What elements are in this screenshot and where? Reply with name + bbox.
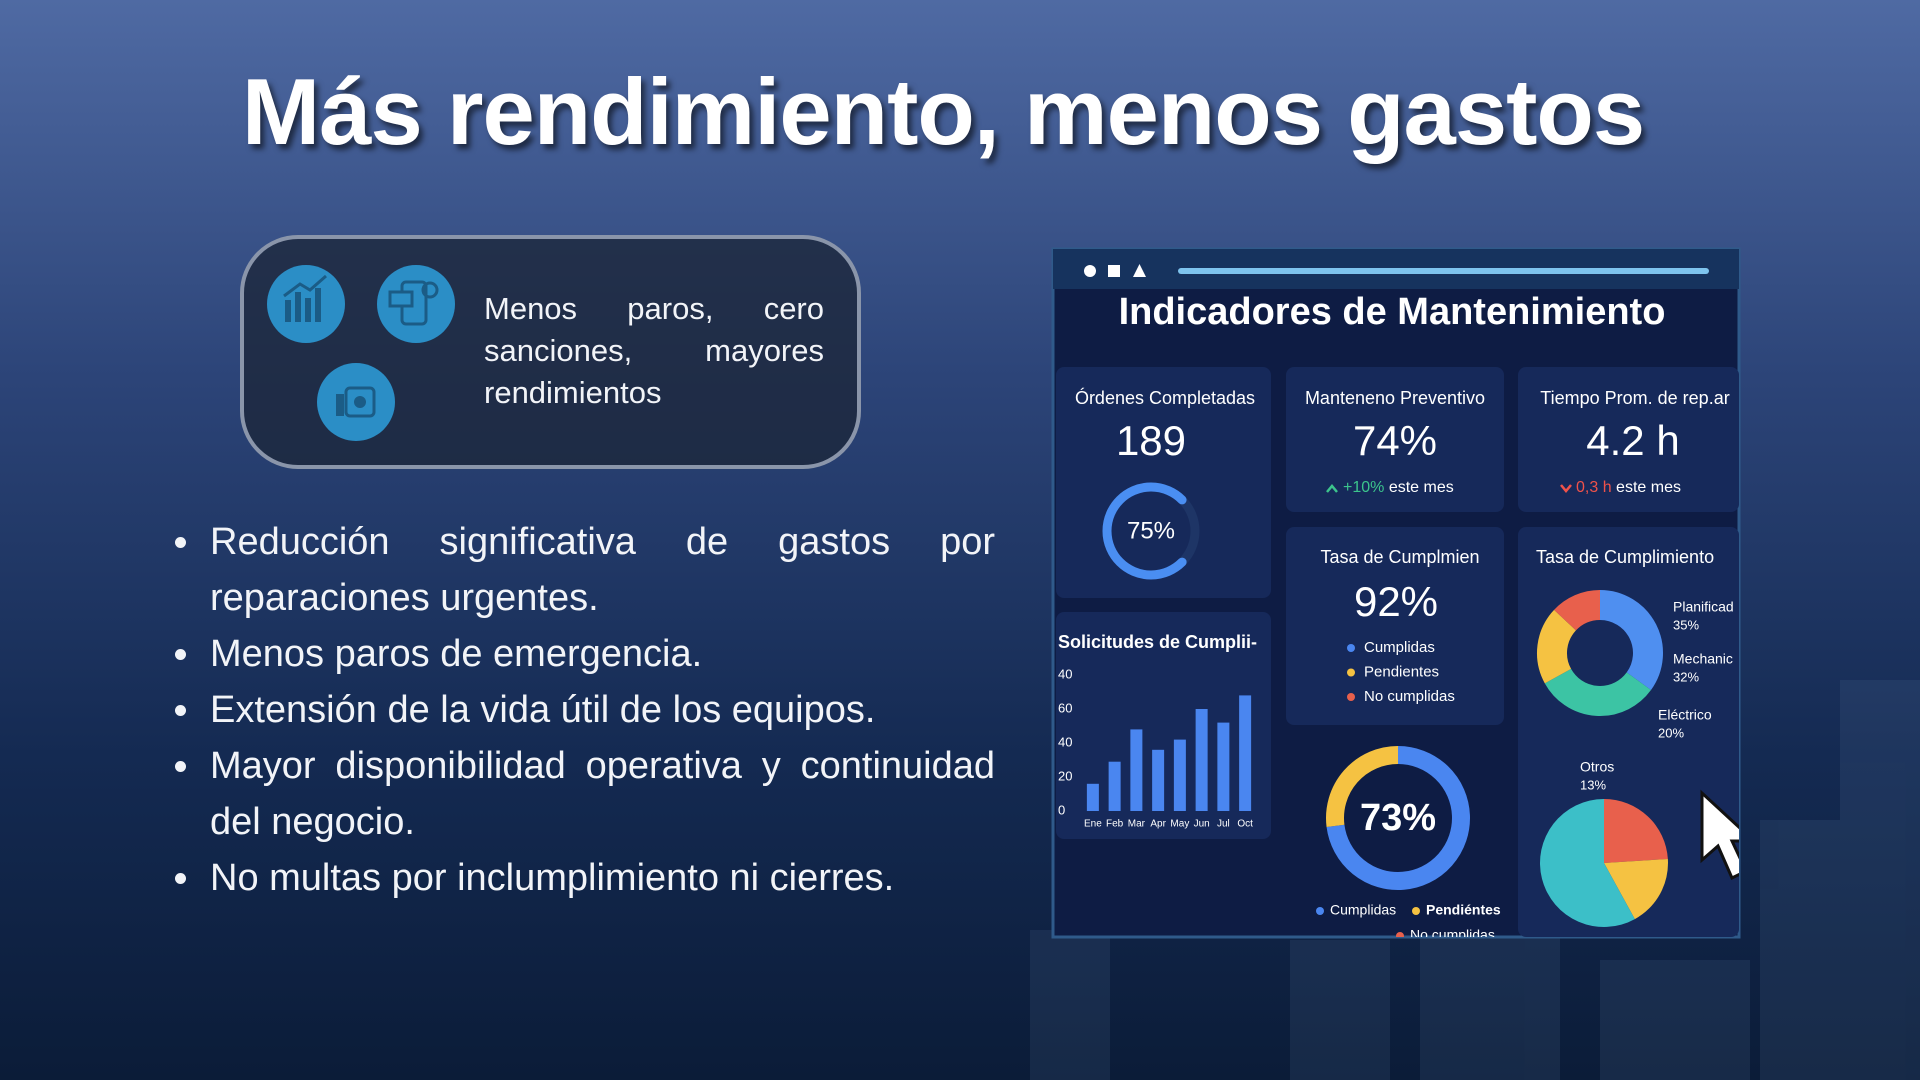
breakdown-label: Mechanic xyxy=(1673,651,1733,667)
y-tick-label: 20 xyxy=(1058,768,1072,783)
bullet: Extensión de la vida útil de los equipos… xyxy=(204,682,995,738)
y-tick-label: 40 xyxy=(1058,666,1072,681)
change-note: este mes xyxy=(1389,479,1454,496)
up-arrow xyxy=(1326,484,1338,493)
donut-segment xyxy=(1544,668,1651,716)
breakdown-label: Planificad xyxy=(1673,599,1734,615)
card-title: Tiempo Prom. de rep.ar xyxy=(1540,388,1729,408)
change-value: +10% xyxy=(1343,479,1384,496)
bar xyxy=(1173,739,1186,811)
bar xyxy=(1217,722,1230,811)
legend-label: Cumplidas xyxy=(1364,639,1435,656)
bullet-list: Reducción significativa de gastos por re… xyxy=(168,514,995,906)
legend-dot xyxy=(1347,668,1355,677)
down-arrow xyxy=(1560,484,1572,493)
donut-segment xyxy=(1554,590,1601,632)
bar xyxy=(1195,709,1208,811)
x-tick-label: Jul xyxy=(1217,819,1230,830)
legend-label: No cumplidas xyxy=(1410,927,1495,943)
bar xyxy=(1130,729,1143,811)
x-tick-label: Mar xyxy=(1128,819,1146,830)
callout-text: Menos paros, cero sanciones, mayores ren… xyxy=(484,291,824,410)
bullet: Menos paros de emergencia. xyxy=(204,626,995,682)
breakdown-value: 35% xyxy=(1673,617,1699,632)
bullet: Mayor disponibilidad operativa y continu… xyxy=(204,738,995,850)
card-change: +10% este mes xyxy=(1343,479,1454,496)
legend-label: Cumplidas xyxy=(1330,902,1396,918)
donut-segment xyxy=(1599,590,1663,691)
bar xyxy=(1152,749,1165,811)
gauge-label: 75% xyxy=(1127,517,1175,544)
change-note: este mes xyxy=(1616,479,1681,496)
y-tick-label: 60 xyxy=(1058,700,1072,715)
donut-segment xyxy=(1326,746,1399,828)
x-tick-label: May xyxy=(1170,819,1189,830)
cursor xyxy=(1700,789,1739,881)
dashboard-title: Indicadores de Mantenimiento xyxy=(1119,291,1666,333)
breakdown-title: Tasa de Cumplimiento xyxy=(1536,547,1714,567)
breakdown-label: Eléctrico xyxy=(1658,707,1712,723)
card-value: 74% xyxy=(1353,417,1437,464)
bar xyxy=(1239,695,1252,811)
pie-slice xyxy=(1604,858,1668,920)
x-tick-label: Oct xyxy=(1237,819,1253,830)
bullet: No multas por inclumplimiento ni cierres… xyxy=(204,850,995,906)
card-title: Órdenes Completadas xyxy=(1075,387,1255,408)
legend-label: No cumplidas xyxy=(1364,688,1455,705)
bar xyxy=(1108,761,1121,811)
window-triangle xyxy=(1133,264,1146,277)
gauge-arc xyxy=(1102,482,1187,580)
bar-chart-title: Solicitudes de Cumplii- xyxy=(1058,632,1257,652)
breakdown-value: 32% xyxy=(1673,669,1699,684)
bar xyxy=(1086,783,1099,811)
legend-dot xyxy=(1412,907,1420,915)
x-tick-label: Apr xyxy=(1150,819,1166,830)
bullet: Reducción significativa de gastos por re… xyxy=(204,514,995,626)
card-title: Manteneno Preventivo xyxy=(1305,388,1485,408)
breakdown-value: 13% xyxy=(1580,777,1606,792)
breakdown-value: 20% xyxy=(1658,725,1684,740)
x-tick-label: Ene xyxy=(1084,819,1102,830)
legend-dot xyxy=(1316,907,1324,915)
legend-label: Pendientes xyxy=(1364,663,1439,680)
card-value: 92% xyxy=(1354,578,1438,625)
legend-dot xyxy=(1396,932,1404,937)
pie-slice xyxy=(1604,799,1668,863)
x-tick-label: Jun xyxy=(1194,819,1210,830)
x-tick-label: Feb xyxy=(1106,819,1124,830)
window-dot xyxy=(1084,265,1096,277)
breakdown-label: Otros xyxy=(1580,759,1614,775)
card-title: Tasa de Cumplmien xyxy=(1320,547,1479,567)
callout-icons xyxy=(267,265,455,441)
donut-segment xyxy=(1326,746,1470,890)
legend-label: Pendiéntes xyxy=(1426,902,1501,918)
window-square xyxy=(1108,265,1120,277)
pie-slice xyxy=(1540,799,1635,927)
slide-title: Más rendimiento, menos gastos xyxy=(241,59,1645,164)
dashboard: Indicadores de Mantenimiento Órdenes Com… xyxy=(1053,249,1739,943)
legend-dot xyxy=(1347,644,1355,652)
donut-label: 73% xyxy=(1360,797,1436,839)
change-value: 0,3 h xyxy=(1576,479,1612,496)
card-value: 4.2 h xyxy=(1586,417,1679,464)
progress-bar xyxy=(1178,268,1709,274)
card-value: 189 xyxy=(1116,417,1186,464)
donut-segment xyxy=(1537,609,1577,684)
buildings xyxy=(1030,680,1920,1080)
legend-dot xyxy=(1347,693,1355,701)
card-change: 0,3 h este mes xyxy=(1576,479,1681,496)
y-tick-label: 0 xyxy=(1058,802,1065,817)
y-tick-label: 40 xyxy=(1058,734,1072,749)
